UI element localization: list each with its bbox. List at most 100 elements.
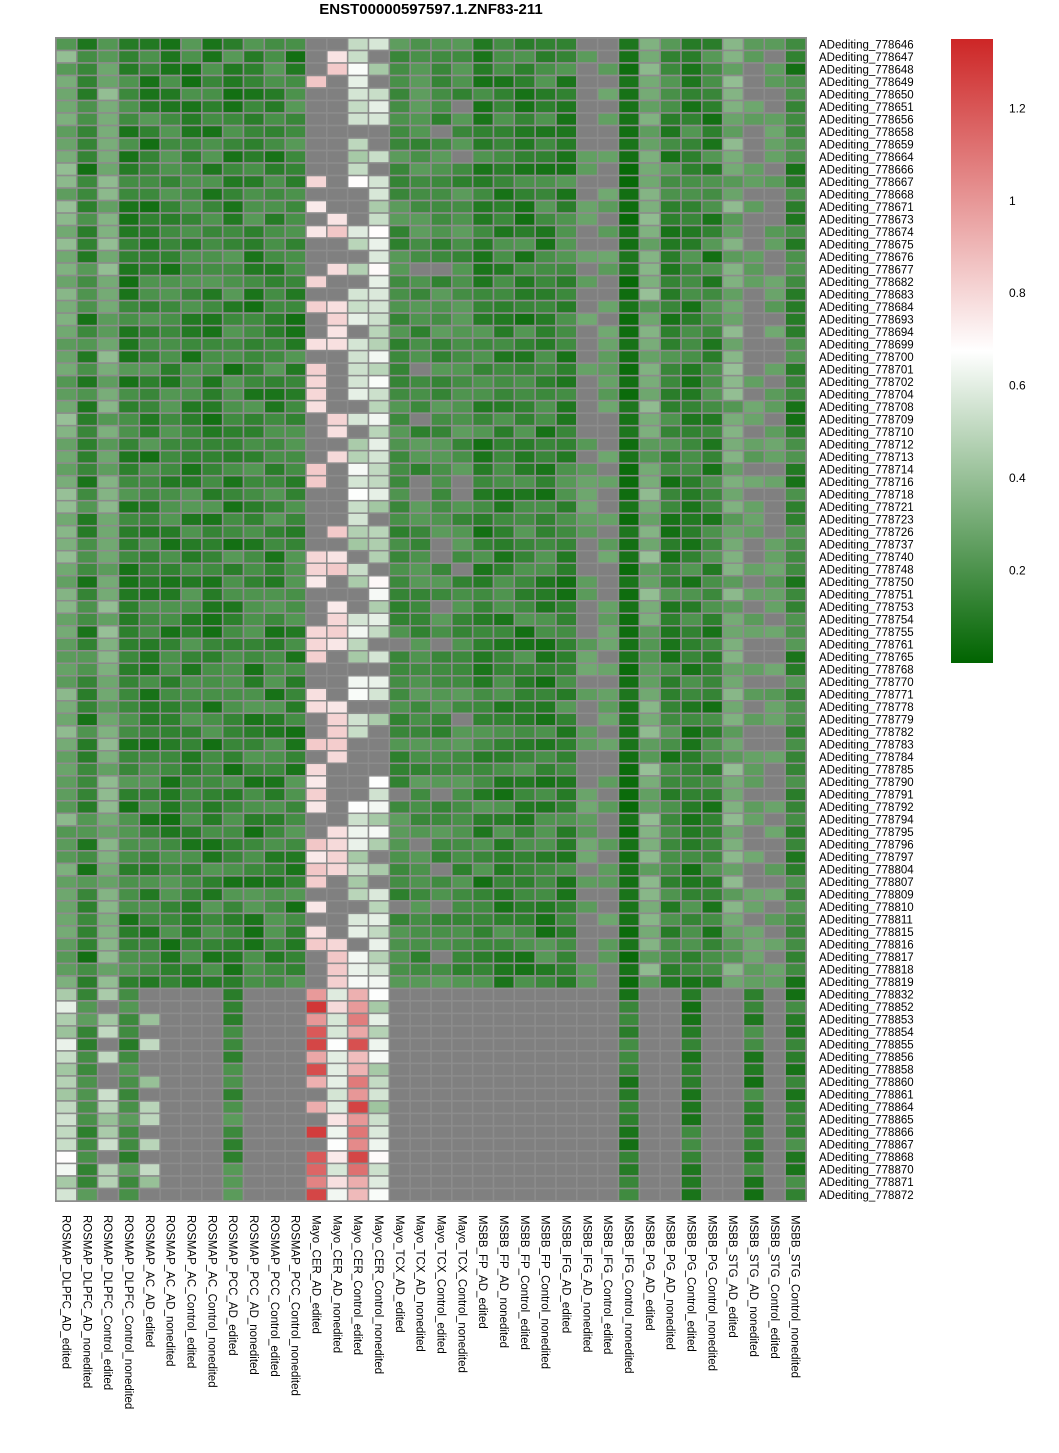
heatmap-cell [680, 137, 703, 152]
heatmap-cell [305, 137, 328, 152]
heatmap-cell [263, 675, 286, 690]
column-label: MSBB_STG_AD_nonedited [747, 1215, 759, 1357]
heatmap-cell [305, 925, 328, 940]
heatmap-cell [492, 637, 516, 652]
heatmap-cell [55, 875, 78, 890]
heatmap-cell [596, 37, 620, 52]
heatmap-cell [430, 800, 453, 815]
row-label: ADediting_778807 [819, 877, 914, 889]
heatmap-cell [76, 1050, 99, 1065]
heatmap-cell [721, 287, 745, 302]
heatmap-cell [576, 524, 599, 539]
heatmap-cell [701, 850, 724, 865]
heatmap-cell [576, 312, 599, 327]
heatmap-cell [659, 587, 682, 602]
heatmap-cell [55, 762, 78, 777]
heatmap-cell [721, 912, 745, 927]
heatmap-cell [409, 737, 432, 752]
heatmap-cell [242, 1162, 266, 1177]
heatmap-cell [159, 787, 182, 802]
heatmap-cell [534, 87, 557, 102]
heatmap-cell [242, 62, 266, 77]
heatmap-cell [555, 987, 578, 1002]
heatmap-cell [55, 637, 78, 652]
heatmap-cell [76, 1187, 99, 1202]
heatmap-cell [492, 374, 516, 389]
heatmap-cell [534, 362, 557, 377]
heatmap-cell [159, 187, 182, 202]
heatmap-cell [326, 449, 349, 464]
heatmap-cell [96, 74, 120, 89]
heatmap-cell [742, 700, 766, 715]
heatmap-cell [305, 712, 328, 727]
heatmap-cell [367, 937, 391, 952]
heatmap-cell [388, 449, 411, 464]
heatmap-cell [346, 424, 370, 439]
heatmap-cell [576, 1175, 599, 1190]
heatmap-cell [221, 737, 245, 752]
heatmap-cell [180, 825, 203, 840]
heatmap-cell [326, 124, 349, 139]
heatmap-cell [305, 62, 328, 77]
heatmap-cell [409, 1112, 432, 1127]
heatmap-cell [159, 687, 182, 702]
heatmap-cell [596, 287, 620, 302]
heatmap-cell [596, 737, 620, 752]
heatmap-cell [346, 362, 370, 377]
heatmap-cell [534, 687, 557, 702]
heatmap-cell [159, 399, 182, 414]
row-label: ADediting_778708 [819, 402, 914, 414]
heatmap-cell [680, 87, 703, 102]
heatmap-cell [201, 687, 224, 702]
heatmap-cell [721, 437, 745, 452]
heatmap-cell [492, 124, 516, 139]
heatmap-cell [763, 1012, 786, 1027]
heatmap-cell [180, 1075, 203, 1090]
heatmap-cell [617, 1062, 641, 1077]
heatmap-cell [201, 174, 224, 189]
heatmap-cell [180, 324, 203, 339]
heatmap-cell [159, 800, 182, 815]
heatmap-cell [617, 825, 641, 840]
row-label: ADediting_778647 [819, 52, 914, 64]
heatmap-cell [638, 74, 661, 89]
heatmap-cell [596, 925, 620, 940]
heatmap-cell [638, 925, 661, 940]
row-label: ADediting_778664 [819, 152, 914, 164]
heatmap-cell [742, 1100, 766, 1115]
column-label: MSBB_FP_AD_edited [476, 1215, 488, 1329]
heatmap-cell [680, 212, 703, 227]
heatmap-cell [742, 212, 766, 227]
heatmap-cell [180, 937, 203, 952]
heatmap-cell [596, 725, 620, 740]
heatmap-cell [638, 762, 661, 777]
heatmap-cell [742, 625, 766, 640]
heatmap-cell [326, 274, 349, 289]
heatmap-cell [96, 937, 120, 952]
heatmap-cell [576, 812, 599, 827]
heatmap-cell [409, 237, 432, 252]
heatmap-cell [534, 399, 557, 414]
heatmap-cell [451, 62, 474, 77]
heatmap-cell [159, 562, 182, 577]
heatmap-cell [201, 750, 224, 765]
heatmap-cell [576, 737, 599, 752]
heatmap-cell [305, 800, 328, 815]
heatmap-cell [305, 49, 328, 64]
heatmap-cell [242, 912, 266, 927]
heatmap-cell [180, 1025, 203, 1040]
heatmap-cell [117, 74, 141, 89]
heatmap-cell [659, 312, 682, 327]
heatmap-cell [721, 524, 745, 539]
heatmap-cell [659, 287, 682, 302]
heatmap-cell [388, 462, 411, 477]
heatmap-cell [284, 975, 307, 990]
heatmap-cell [138, 1087, 161, 1102]
heatmap-cell [742, 1000, 766, 1015]
heatmap-cell [388, 187, 411, 202]
heatmap-cell [492, 149, 516, 164]
heatmap-cell [263, 1137, 286, 1152]
heatmap-cell [346, 1062, 370, 1077]
heatmap-cell [180, 349, 203, 364]
heatmap-cell [388, 362, 411, 377]
